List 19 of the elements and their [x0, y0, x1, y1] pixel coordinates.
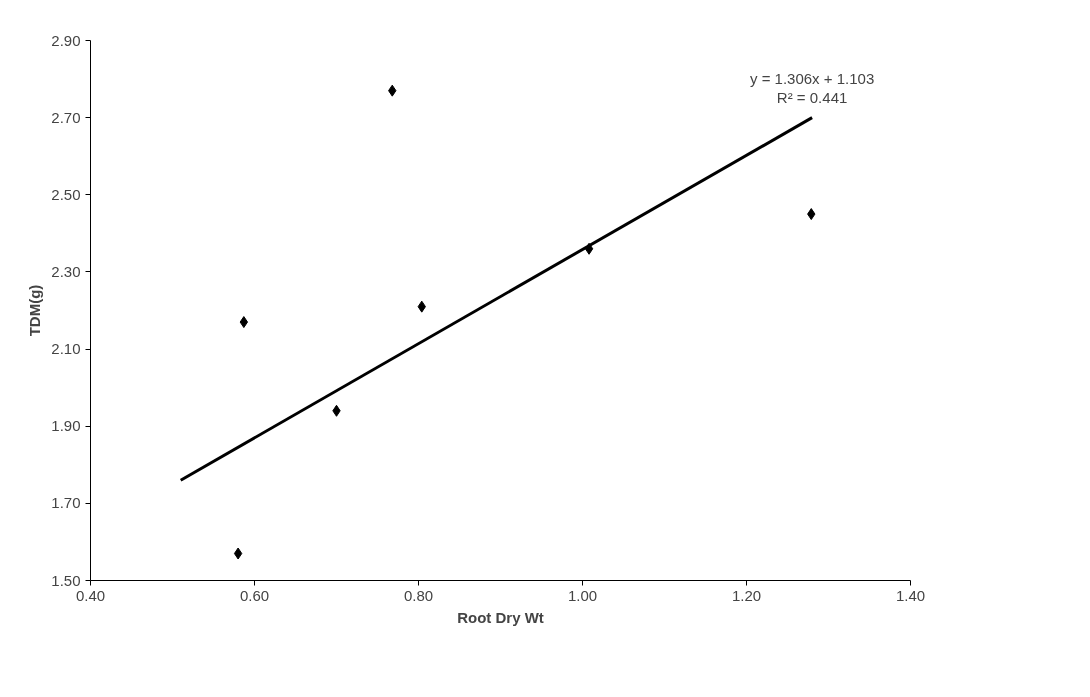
annotation: y = 1.306x + 1.103 R² = 0.441: [749, 69, 875, 106]
point: [233, 547, 243, 560]
y-tick-label: 1.50: [51, 571, 81, 589]
y-tick-label: 2.30: [51, 262, 81, 280]
y-tick-label: 2.10: [51, 340, 81, 358]
point: [239, 316, 249, 329]
x-tick-label: 1.20: [731, 586, 762, 604]
x-tick-label: 0.60: [239, 586, 270, 604]
x-tick-label: 0.40: [75, 586, 106, 604]
y-tick-label: 2.90: [51, 31, 81, 49]
y-tick-label: 2.70: [51, 108, 81, 126]
x-tick-label: 1.40: [895, 586, 926, 604]
x-tick-label: 0.80: [403, 586, 434, 604]
y-tick-label: 2.50: [51, 185, 81, 203]
y-tick-label: 1.70: [51, 494, 81, 512]
y-axis-title: TDM(g): [26, 284, 44, 337]
x-axis-title: Root Dry Wt: [457, 608, 544, 626]
y-tick-label: 1.90: [51, 417, 81, 435]
x-tick-label: 1.00: [567, 586, 598, 604]
